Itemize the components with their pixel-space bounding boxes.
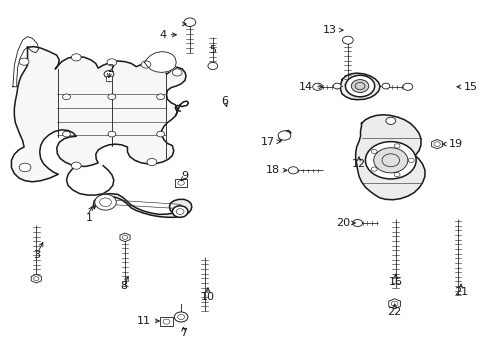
Text: 21: 21 bbox=[453, 287, 467, 297]
Bar bbox=[105, 76, 112, 81]
Text: 15: 15 bbox=[463, 82, 477, 92]
Polygon shape bbox=[388, 299, 400, 309]
Circle shape bbox=[385, 117, 395, 125]
Circle shape bbox=[157, 131, 164, 137]
Circle shape bbox=[172, 69, 182, 76]
Text: 13: 13 bbox=[323, 25, 336, 35]
Polygon shape bbox=[120, 233, 130, 242]
Circle shape bbox=[365, 141, 415, 179]
Text: 1: 1 bbox=[86, 213, 93, 222]
Bar bbox=[175, 179, 186, 187]
Polygon shape bbox=[93, 194, 191, 217]
Text: 8: 8 bbox=[120, 281, 127, 291]
Circle shape bbox=[141, 61, 151, 68]
Circle shape bbox=[278, 131, 290, 140]
Bar bbox=[160, 317, 172, 326]
Text: 7: 7 bbox=[180, 328, 187, 338]
Text: 3: 3 bbox=[33, 250, 40, 260]
Text: 6: 6 bbox=[221, 96, 228, 106]
Text: 5: 5 bbox=[209, 45, 216, 55]
Polygon shape bbox=[31, 274, 41, 283]
Text: 11: 11 bbox=[137, 316, 151, 326]
Circle shape bbox=[183, 18, 195, 27]
Circle shape bbox=[381, 83, 389, 89]
Polygon shape bbox=[431, 139, 442, 149]
Circle shape bbox=[312, 83, 322, 90]
Circle shape bbox=[350, 80, 368, 93]
Circle shape bbox=[352, 220, 362, 226]
Circle shape bbox=[107, 59, 117, 66]
Circle shape bbox=[104, 71, 114, 78]
Circle shape bbox=[108, 131, 116, 137]
Circle shape bbox=[19, 163, 31, 172]
Text: 20: 20 bbox=[335, 218, 349, 228]
Circle shape bbox=[342, 36, 352, 44]
Circle shape bbox=[172, 206, 187, 217]
Circle shape bbox=[95, 194, 116, 210]
Text: 19: 19 bbox=[448, 139, 463, 149]
Polygon shape bbox=[340, 73, 379, 100]
Circle shape bbox=[71, 162, 81, 169]
Circle shape bbox=[345, 75, 374, 97]
Polygon shape bbox=[355, 115, 424, 200]
Text: 22: 22 bbox=[387, 307, 401, 316]
Circle shape bbox=[207, 62, 217, 69]
Circle shape bbox=[108, 94, 116, 100]
Polygon shape bbox=[11, 46, 185, 182]
Circle shape bbox=[402, 83, 412, 90]
Circle shape bbox=[71, 54, 81, 61]
Text: 10: 10 bbox=[201, 292, 215, 302]
Text: 12: 12 bbox=[351, 159, 366, 169]
Text: 4: 4 bbox=[159, 30, 166, 40]
Text: 16: 16 bbox=[388, 277, 402, 287]
Circle shape bbox=[19, 58, 29, 65]
Circle shape bbox=[332, 83, 340, 89]
Circle shape bbox=[174, 312, 187, 322]
Text: 9: 9 bbox=[181, 171, 188, 181]
Circle shape bbox=[62, 131, 70, 137]
Text: 14: 14 bbox=[298, 82, 312, 92]
Text: 2: 2 bbox=[106, 64, 114, 74]
Circle shape bbox=[157, 94, 164, 100]
Text: 17: 17 bbox=[261, 137, 275, 147]
Circle shape bbox=[62, 94, 70, 100]
Polygon shape bbox=[144, 51, 176, 72]
Text: 18: 18 bbox=[265, 165, 279, 175]
Circle shape bbox=[147, 158, 157, 166]
Circle shape bbox=[288, 167, 298, 174]
Circle shape bbox=[373, 148, 407, 173]
Polygon shape bbox=[13, 37, 39, 87]
